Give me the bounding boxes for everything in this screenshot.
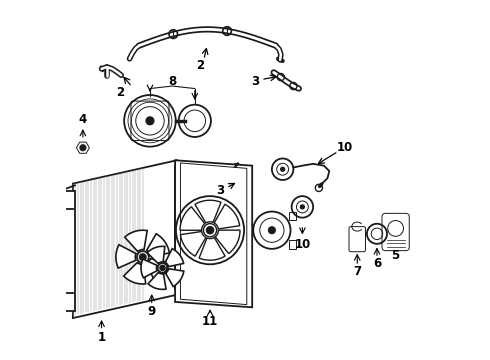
- FancyBboxPatch shape: [382, 213, 409, 251]
- Polygon shape: [180, 163, 247, 305]
- Polygon shape: [123, 262, 146, 284]
- Polygon shape: [180, 231, 206, 256]
- Circle shape: [80, 145, 86, 150]
- Bar: [289, 240, 296, 249]
- Text: 1: 1: [98, 331, 106, 344]
- Circle shape: [206, 226, 214, 234]
- Text: 11: 11: [202, 315, 218, 328]
- Text: 7: 7: [353, 265, 361, 278]
- Polygon shape: [147, 234, 170, 256]
- Polygon shape: [180, 207, 205, 230]
- Polygon shape: [214, 204, 240, 229]
- Text: 2: 2: [116, 86, 124, 99]
- Polygon shape: [146, 258, 169, 281]
- Text: 10: 10: [294, 238, 311, 251]
- Text: 5: 5: [392, 249, 400, 262]
- Polygon shape: [116, 245, 136, 268]
- Polygon shape: [125, 230, 147, 252]
- Bar: [65, 191, 75, 311]
- Text: 3: 3: [251, 75, 259, 88]
- FancyBboxPatch shape: [131, 101, 169, 140]
- Polygon shape: [165, 249, 184, 267]
- Text: 10: 10: [337, 141, 353, 154]
- FancyBboxPatch shape: [349, 226, 366, 252]
- Text: 8: 8: [168, 75, 176, 88]
- Polygon shape: [195, 200, 221, 223]
- Text: 6: 6: [373, 257, 381, 270]
- Circle shape: [269, 227, 275, 234]
- Polygon shape: [147, 246, 165, 264]
- Polygon shape: [215, 230, 240, 254]
- Polygon shape: [148, 272, 166, 289]
- Polygon shape: [199, 238, 225, 260]
- Text: 2: 2: [196, 59, 204, 72]
- Bar: [175, 166, 186, 289]
- Polygon shape: [175, 160, 252, 307]
- Circle shape: [160, 265, 165, 270]
- Circle shape: [146, 117, 154, 125]
- Circle shape: [281, 167, 285, 171]
- Polygon shape: [73, 160, 177, 318]
- Circle shape: [300, 205, 304, 209]
- Text: 4: 4: [79, 113, 87, 126]
- Text: 9: 9: [147, 306, 156, 319]
- Text: 3: 3: [217, 184, 225, 197]
- Polygon shape: [166, 269, 184, 287]
- Bar: [289, 212, 296, 220]
- Polygon shape: [141, 259, 157, 278]
- Polygon shape: [76, 142, 89, 153]
- Circle shape: [140, 254, 146, 260]
